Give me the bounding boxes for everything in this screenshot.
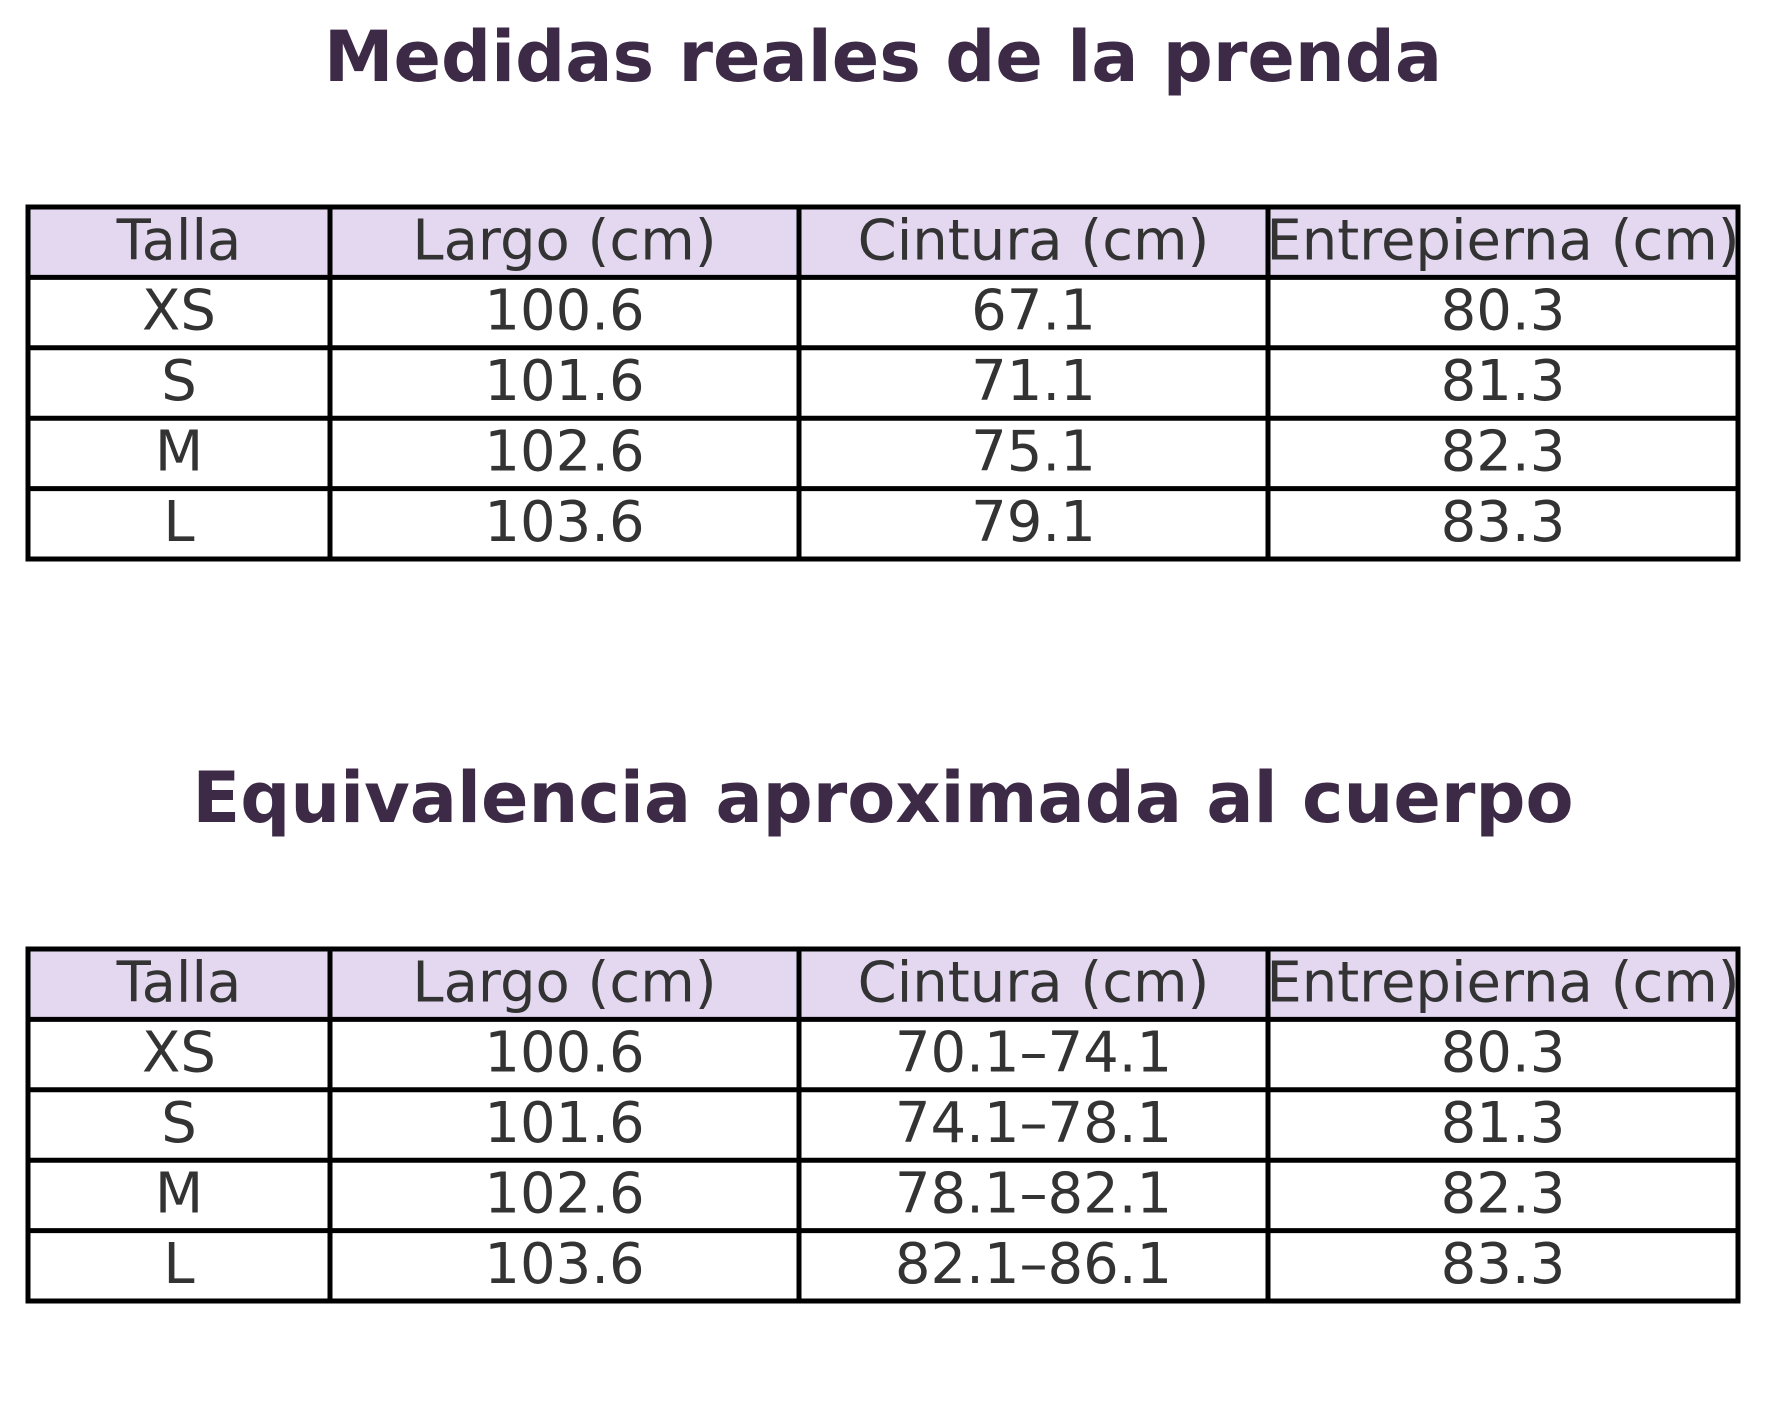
table-cell: 80.3 — [1441, 1021, 1566, 1086]
table-cell: 102.6 — [484, 1162, 644, 1227]
table-cell: 101.6 — [484, 1091, 644, 1156]
header-cell: Talla — [116, 950, 242, 1015]
table-cell: 103.6 — [484, 490, 644, 555]
header-cell: Entrepierna (cm) — [1266, 208, 1739, 273]
table-cell: M — [155, 420, 203, 485]
table-cell: 82.3 — [1441, 1162, 1566, 1227]
table-cell: 81.3 — [1441, 349, 1566, 414]
table-cell: 80.3 — [1441, 279, 1566, 344]
table-cell: L — [163, 1232, 194, 1297]
table-cell: 74.1–78.1 — [895, 1091, 1172, 1156]
table-cell: 67.1 — [971, 279, 1096, 344]
section-title: Equivalencia aproximada al cuerpo — [192, 757, 1573, 839]
table-cell: 100.6 — [484, 279, 644, 344]
table-cell: 83.3 — [1441, 1232, 1566, 1297]
table-cell: M — [155, 1162, 203, 1227]
table-cell: 103.6 — [484, 1232, 644, 1297]
header-cell: Cintura (cm) — [858, 208, 1210, 273]
table-cell: XS — [142, 1021, 216, 1086]
section-title: Medidas reales de la prenda — [324, 16, 1442, 98]
table-cell: 82.1–86.1 — [895, 1232, 1172, 1297]
table-cell: 79.1 — [971, 490, 1096, 555]
table-cell: 101.6 — [484, 349, 644, 414]
header-background — [28, 949, 1738, 1020]
table-cell: 82.3 — [1441, 420, 1566, 485]
header-cell: Cintura (cm) — [858, 950, 1210, 1015]
header-background — [28, 207, 1738, 278]
table-cell: 102.6 — [484, 420, 644, 485]
table-cell: 81.3 — [1441, 1091, 1566, 1156]
header-cell: Entrepierna (cm) — [1266, 950, 1739, 1015]
table-cell: XS — [142, 279, 216, 344]
header-cell: Largo (cm) — [412, 950, 716, 1015]
table-cell: 78.1–82.1 — [895, 1162, 1172, 1227]
table-cell: 71.1 — [971, 349, 1096, 414]
table-cell: 75.1 — [971, 420, 1096, 485]
table-cell: S — [161, 349, 197, 414]
table-cell: S — [161, 1091, 197, 1156]
table-cell: 83.3 — [1441, 490, 1566, 555]
table-cell: 100.6 — [484, 1021, 644, 1086]
table-cell: L — [163, 490, 194, 555]
header-cell: Largo (cm) — [412, 208, 716, 273]
header-cell: Talla — [116, 208, 242, 273]
table-cell: 70.1–74.1 — [895, 1021, 1172, 1086]
